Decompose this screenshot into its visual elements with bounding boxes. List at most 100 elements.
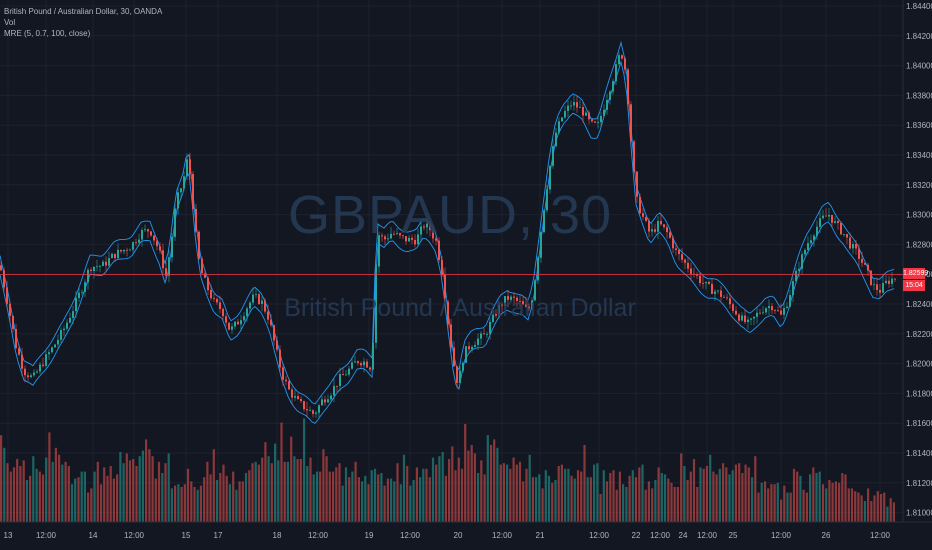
volume-bar [215, 480, 219, 522]
candle-body [726, 297, 728, 299]
candle-body [462, 362, 464, 371]
price-axis[interactable]: 1.84400 1.84200 1.84000 1.83800 1.83600 1.834… [906, 2, 932, 518]
candle-body [588, 112, 590, 120]
volume-bar [754, 456, 757, 522]
candle-body [438, 240, 440, 260]
price-tick-label: 1.82200 [906, 330, 932, 339]
candle-body [840, 223, 842, 235]
candle-body [468, 346, 470, 350]
candle-body [390, 233, 392, 239]
volume-bar [222, 464, 225, 522]
candle-body [495, 314, 497, 316]
candle-body [444, 274, 446, 302]
candle-body [741, 315, 743, 321]
volume-bar [380, 473, 383, 522]
indicator-legend[interactable]: MRE (5, 0.7, 100, close) [4, 29, 91, 38]
price-tick-label: 1.81400 [906, 449, 932, 458]
volume-bar [670, 482, 673, 522]
volume-bar [799, 475, 802, 522]
volume-bar [145, 439, 148, 522]
time-axis[interactable]: 13 12:00 14 12:00 15 17 18 12:00 19 12:00 20 12:00 2… [4, 531, 891, 540]
candle-body [765, 308, 767, 313]
candle-body [150, 231, 152, 236]
volume-bar [825, 488, 828, 522]
candle-body [582, 107, 584, 116]
volume-bar [325, 456, 328, 522]
volume-bar [509, 468, 512, 522]
volume-bar [796, 471, 799, 522]
volume-bar [99, 484, 103, 522]
volume-bar [673, 487, 676, 522]
volume-bar [367, 484, 370, 522]
candle-body [744, 315, 746, 323]
volume-bar [125, 453, 128, 522]
volume-bar [828, 480, 831, 522]
time-tick-label: 12:00 [308, 531, 329, 540]
volume-bar [499, 464, 502, 522]
candle-body [642, 213, 644, 217]
volume-bar [419, 477, 422, 522]
time-tick-label: 12:00 [124, 531, 145, 540]
candle-body [324, 399, 326, 403]
candle-body [177, 192, 179, 209]
volume-bar [264, 442, 267, 522]
candle-body [372, 342, 374, 370]
candle-body [393, 233, 395, 235]
volume-bar [277, 460, 280, 522]
volume-bar [451, 446, 454, 522]
time-tick-label: 22 [632, 531, 641, 540]
volume-bar [531, 477, 534, 522]
candle-body [540, 232, 542, 258]
volume-bar [183, 484, 186, 522]
candle-body [303, 401, 305, 410]
candle-body [231, 326, 233, 330]
candle-body [645, 216, 647, 221]
candle-body [288, 381, 290, 390]
volume-bar [425, 468, 428, 522]
candle-body [81, 291, 83, 293]
candle-body [732, 304, 734, 311]
volume-bar [80, 471, 83, 522]
candle-body [108, 258, 110, 266]
candle-body [78, 292, 80, 298]
volume-bar [515, 464, 518, 522]
candle-body [681, 254, 683, 260]
candle-body [699, 275, 701, 284]
volume-legend[interactable]: Vol [4, 18, 16, 27]
candle-body [516, 297, 518, 301]
volume-bar [261, 457, 264, 522]
volume-bar [438, 456, 441, 522]
candle-body [0, 265, 2, 271]
volume-bar [377, 474, 380, 522]
volume-bar [760, 482, 763, 522]
candle-body [201, 258, 203, 274]
candle-body [576, 102, 578, 108]
candle-body [504, 296, 506, 306]
volume-bar [618, 471, 621, 522]
candle-body [624, 58, 626, 70]
volume-bar [29, 475, 32, 522]
candle-body [171, 236, 173, 258]
volume-bar [886, 506, 889, 522]
candle-body [885, 280, 887, 283]
candle-body [723, 296, 725, 298]
volume-bar [309, 457, 312, 522]
volume-bar [45, 457, 48, 522]
volume-bar [573, 478, 576, 522]
candle-body [219, 302, 221, 309]
candle-body [639, 196, 641, 214]
candle-body [459, 370, 461, 383]
symbol-legend[interactable]: British Pound / Australian Dollar, 30, O… [4, 7, 163, 16]
volume-bar [615, 489, 618, 522]
candle-body [630, 104, 632, 142]
candle-body [480, 333, 482, 339]
volume-bar [589, 477, 592, 522]
candle-body [99, 265, 101, 267]
candle-body [240, 320, 242, 325]
candle-body [27, 375, 29, 378]
candle-body [843, 234, 845, 235]
candle-body [774, 310, 776, 311]
candle-body [429, 223, 431, 231]
chart-legend: British Pound / Australian Dollar, 30, O… [4, 6, 162, 39]
